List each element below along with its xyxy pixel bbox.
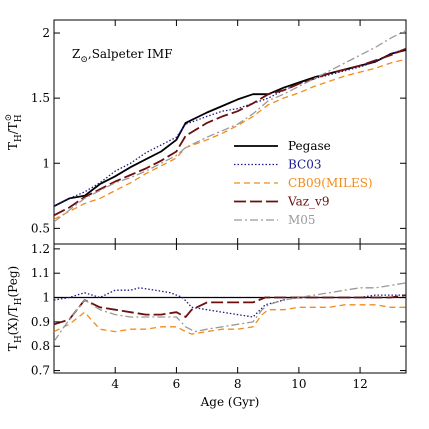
x-axis-label: Age (Gyr) (200, 395, 260, 409)
x-tick-label: 10 (291, 377, 306, 391)
bottom-plot-frame (53, 243, 407, 374)
panel-annotation: Z⊙,Salpeter IMF (72, 47, 173, 65)
bottom-series-m05 (54, 282, 406, 342)
top-series-m05 (54, 29, 406, 223)
top-series-pegase (54, 49, 406, 208)
bottom-y-tick-label: 0.9 (31, 315, 50, 329)
x-tick-label: 6 (173, 377, 181, 391)
top-series-bc03 (54, 48, 406, 207)
bottom-series-group (54, 282, 406, 342)
top-series-vaz-v9 (54, 47, 406, 217)
top-series-group (54, 29, 406, 223)
top-y-tick-label: 1 (42, 156, 50, 170)
bottom-y-tick-label: 1.2 (31, 242, 50, 256)
bottom-series-cb09-miles (54, 304, 406, 335)
top-y-tick-label: 2 (42, 26, 50, 40)
top-panel: 0.5 1 1.5 2 Z⊙,Salpeter IMF TH/TH⊙ Pegase BC… (4, 19, 407, 245)
bottom-panel: 0.7 0.8 0.9 1 1.1 1.2 4 6 8 10 12 TH(X)/TH(Peg) Ag… (6, 242, 407, 409)
x-tick-label: 4 (111, 377, 119, 391)
bottom-series-vaz-v9 (54, 294, 406, 326)
bottom-y-axis-label: TH(X)/TH(Peg) (6, 266, 24, 351)
legend-label-m05: M05 (288, 213, 316, 227)
legend-label-cb09-miles: CB09(MILES) (288, 176, 373, 190)
x-tick-label: 12 (352, 377, 367, 391)
bottom-y-tick-label: 1.1 (31, 266, 50, 280)
bottom-y-tick-label: 0.7 (31, 364, 50, 378)
bottom-axis-ticks: 0.7 0.8 0.9 1 1.1 1.2 4 6 8 10 12 (31, 242, 406, 391)
top-y-ticks: 0.5 1 1.5 2 (31, 20, 406, 244)
top-series-cb09-miles (54, 58, 406, 220)
top-y-tick-label: 1.5 (31, 91, 50, 105)
legend-label-vaz-v9: Vaz_v9 (287, 195, 329, 209)
legend-label-pegase: Pegase (288, 139, 331, 153)
legend: Pegase BC03 CB09(MILES) Vaz_v9 M05 (234, 139, 373, 227)
top-y-axis-label: TH/TH⊙ (4, 114, 24, 150)
x-tick-label: 8 (234, 377, 242, 391)
legend-label-bc03: BC03 (288, 158, 322, 172)
bottom-y-tick-label: 1 (42, 291, 50, 305)
bottom-y-tick-label: 0.8 (31, 339, 50, 353)
top-y-tick-label: 0.5 (31, 221, 50, 235)
